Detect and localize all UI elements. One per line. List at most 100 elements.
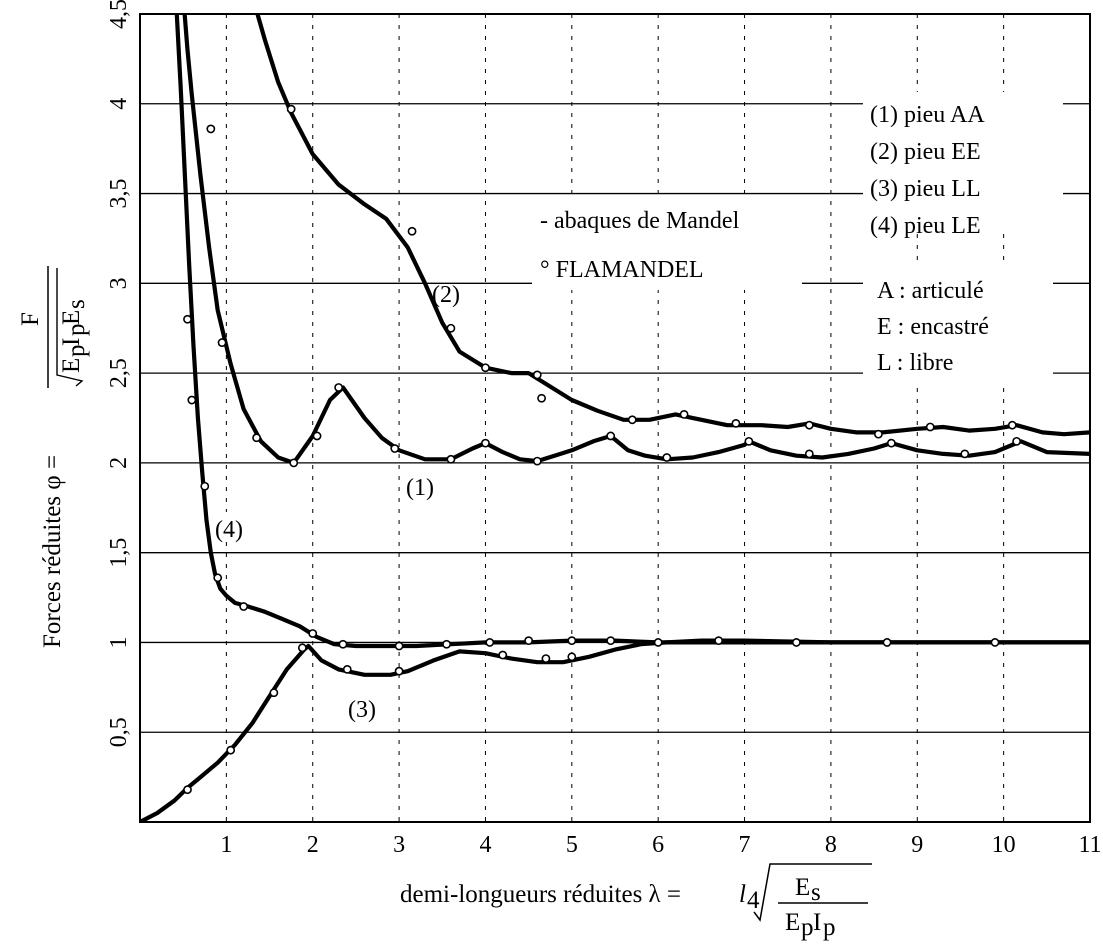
series-4-marker — [524, 636, 534, 646]
series-2-marker — [286, 104, 296, 114]
x-axis-label-text: demi-longueurs réduites λ = — [400, 881, 681, 908]
series-4-marker — [187, 395, 197, 405]
series-4-marker — [213, 573, 223, 583]
series-2-marker — [925, 422, 935, 432]
key-background — [863, 266, 1053, 384]
series-1-marker — [606, 431, 616, 441]
series-4-marker — [990, 638, 1000, 647]
y-tick-6: 3,5 — [106, 179, 132, 209]
x-axis-label: demi-longueurs réduites λ = l 4 E s E p … — [400, 863, 872, 941]
y-tick-8: 4,5 — [106, 0, 132, 29]
markers-layer — [183, 104, 1021, 795]
key-item-libre: L : libre — [877, 350, 953, 376]
x-tick-label-7: 7 — [739, 832, 751, 858]
series-3-marker — [226, 745, 236, 755]
series-2-marker — [874, 429, 883, 439]
legend-background — [863, 92, 1063, 232]
series-4-marker — [606, 636, 616, 646]
x-tick-label-3: 3 — [393, 832, 405, 858]
curve-labels: (1) (2) (3) (4) — [212, 282, 460, 723]
y-tick-label: 4 — [106, 98, 132, 110]
series-1-marker — [481, 438, 490, 448]
key-item-articule: A : articulé — [877, 278, 984, 304]
y-tick-label: 2 — [106, 457, 132, 469]
series-4-marker — [200, 481, 210, 491]
series-2-marker — [627, 415, 637, 425]
method-note-flamandel: ° FLAMANDEL — [540, 257, 704, 283]
series-2-marker — [804, 420, 814, 430]
series-2-marker — [446, 323, 456, 333]
x-axis-label-sub4: 4 — [747, 887, 760, 914]
y-axis-label-numerator: F — [17, 312, 44, 326]
y-axis-label-denominator-i: I — [58, 338, 85, 346]
curve-label-1-background — [404, 470, 452, 500]
series-1-marker — [390, 444, 400, 453]
series-3-marker — [541, 654, 551, 664]
y-tick-label: 1 — [106, 636, 132, 648]
curve-label-4-background — [212, 512, 260, 542]
method-note-mandel: - abaques de Mandel — [540, 208, 740, 234]
series-4-marker — [442, 639, 451, 649]
y-tick-5: 3 — [106, 277, 132, 289]
curve-label-3: (3) — [348, 697, 376, 723]
x-axis-label-den-p1: p — [801, 914, 814, 941]
series-2-marker — [537, 393, 546, 403]
y-tick-4: 2,5 — [106, 358, 132, 388]
y-tick-label: 2,5 — [106, 358, 132, 388]
series-2-marker — [731, 418, 741, 428]
y-axis-label-denominator-e1: E — [58, 358, 85, 373]
method-notes: - abaques de Mandel ° FLAMANDEL — [532, 200, 802, 290]
series-4-marker — [183, 314, 192, 324]
y-tick-0: 0,5 — [106, 717, 132, 747]
method-notes-background — [532, 200, 802, 290]
series-3-marker — [342, 664, 352, 674]
series-3-marker — [498, 650, 508, 660]
x-tick-label-11: 11 — [1078, 832, 1101, 858]
curve-label-1: (1) — [406, 475, 434, 501]
series-1-marker — [334, 383, 344, 392]
key: A : articulé E : encastré L : libre — [863, 266, 1053, 384]
x-axis-label-num-s: s — [811, 879, 821, 906]
series-3-marker — [269, 688, 279, 698]
series-4-marker — [239, 602, 249, 611]
x-axis-label-den-e: E — [785, 909, 800, 936]
series-4-marker — [394, 641, 404, 651]
series-3-marker — [183, 785, 192, 795]
legend-item-4: (4) pieu LE — [870, 213, 981, 239]
series-1-marker — [252, 433, 261, 443]
y-tick-3: 2 — [106, 457, 132, 469]
x-tick-label-4: 4 — [479, 832, 491, 858]
series-line-4 — [174, 14, 1090, 649]
y-tick-label: 1,5 — [106, 538, 132, 568]
y-tick-label: 0,5 — [106, 717, 132, 747]
x-tick-label-6: 6 — [652, 832, 664, 858]
x-axis-label-den-i: I — [813, 909, 821, 936]
series-3-marker — [297, 643, 307, 653]
series-4-marker — [882, 638, 892, 647]
series-1-marker — [886, 438, 896, 448]
key-item-encastre: E : encastré — [877, 314, 989, 340]
y-tick-1: 1 — [106, 636, 132, 648]
x-axis-label-den-p2: p — [823, 914, 836, 941]
series-2-marker — [407, 226, 417, 236]
series-4-marker — [791, 638, 801, 647]
curve-label-4: (4) — [215, 517, 243, 543]
y-tick-2: 1,5 — [106, 538, 132, 568]
y-axis-label-denominator-p1: p — [63, 345, 90, 358]
series-3-marker — [567, 652, 577, 662]
y-tick-7: 4 — [106, 98, 132, 110]
series-4-marker — [714, 636, 724, 646]
curve-label-2: (2) — [432, 282, 460, 308]
series-1-marker — [744, 436, 754, 446]
y-axis-label-denominator-s: s — [63, 299, 90, 309]
series-1-marker — [289, 458, 299, 468]
x-tick-label-5: 5 — [566, 832, 578, 858]
y-tick-label: 4,5 — [106, 0, 132, 29]
x-axis-label-l: l — [739, 881, 746, 908]
series-4-marker — [485, 638, 495, 647]
x-tick-label-2: 2 — [307, 832, 319, 858]
series-3-marker — [394, 666, 404, 676]
series-4-marker — [567, 636, 577, 646]
y-axis-label-root-sign — [56, 268, 84, 387]
y-axis-label-denominator-p2: p — [63, 324, 90, 337]
